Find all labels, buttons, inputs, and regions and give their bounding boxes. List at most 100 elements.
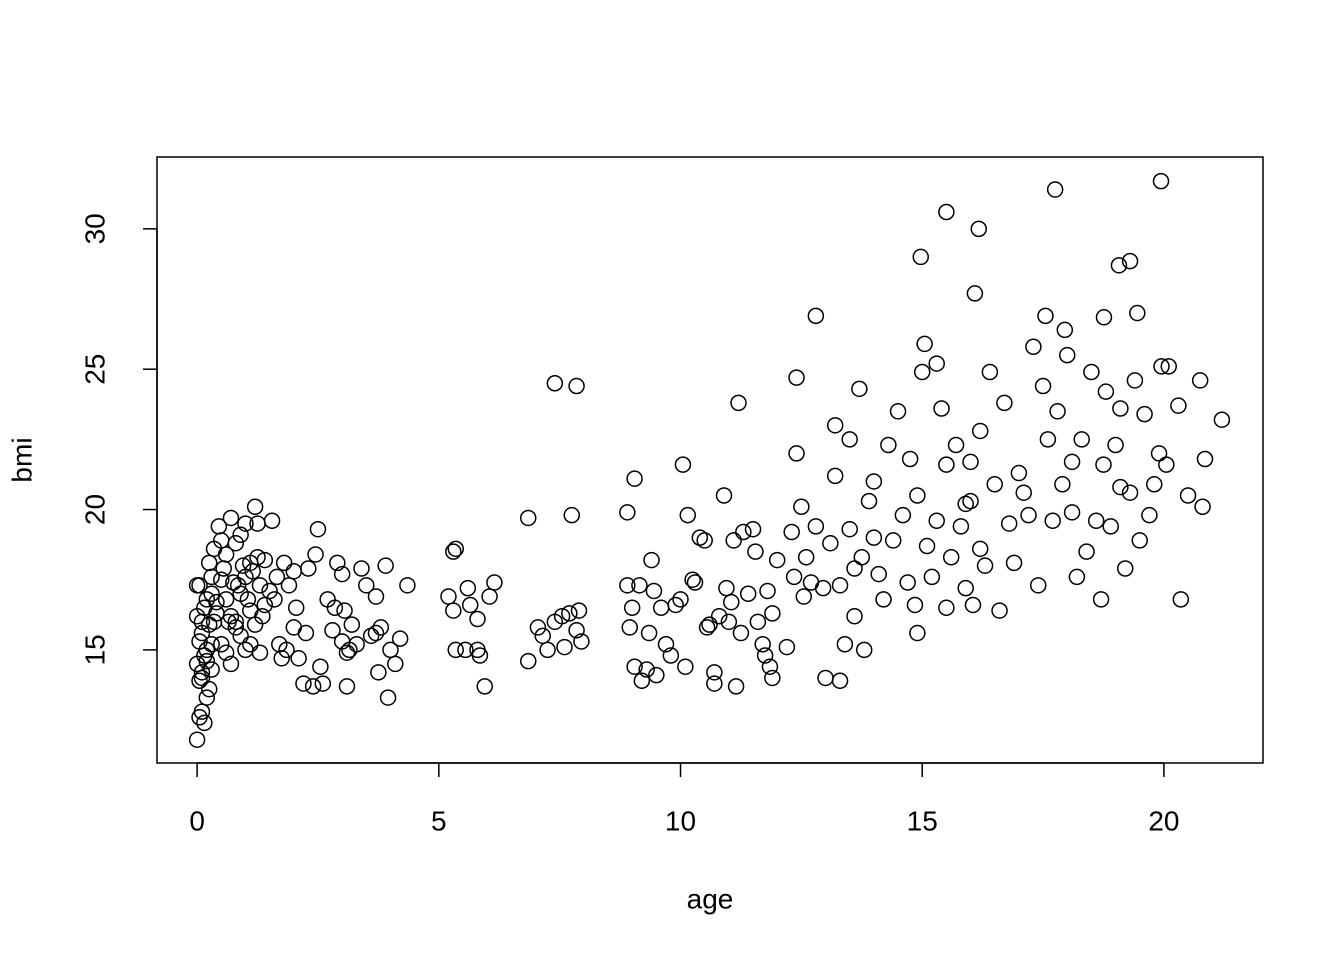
point <box>723 593 740 611</box>
point <box>938 599 955 617</box>
point <box>853 549 871 566</box>
point <box>561 605 578 622</box>
point <box>1153 358 1170 375</box>
point <box>1150 445 1168 462</box>
point <box>1037 307 1054 325</box>
point <box>1083 363 1100 381</box>
point <box>234 557 252 574</box>
point <box>957 579 974 597</box>
point <box>957 495 974 513</box>
point <box>295 675 312 692</box>
point <box>1044 512 1061 530</box>
point <box>246 498 264 515</box>
point <box>229 577 247 594</box>
point <box>962 492 979 510</box>
point <box>807 518 825 535</box>
point <box>783 523 800 541</box>
point <box>626 658 643 675</box>
point <box>1172 591 1190 608</box>
point <box>399 577 416 594</box>
point <box>756 647 774 664</box>
point <box>807 307 825 325</box>
point <box>447 540 464 558</box>
point <box>1112 400 1129 417</box>
point <box>793 498 810 515</box>
point <box>556 638 573 656</box>
y-tick-label: 20 <box>79 494 110 525</box>
point <box>1034 377 1052 395</box>
point <box>191 633 208 650</box>
point <box>213 571 230 588</box>
point <box>268 568 286 586</box>
point <box>275 554 293 572</box>
point <box>889 403 907 420</box>
point <box>338 644 356 661</box>
point <box>899 574 916 591</box>
point <box>372 619 390 636</box>
point <box>362 627 380 645</box>
point <box>198 591 216 608</box>
point <box>718 579 735 597</box>
point <box>1170 397 1187 414</box>
point <box>367 588 385 605</box>
point <box>797 549 815 566</box>
point <box>573 633 590 650</box>
point <box>329 554 346 572</box>
point <box>1049 403 1066 420</box>
point <box>795 588 813 605</box>
point <box>778 638 796 656</box>
point <box>662 647 680 664</box>
point <box>570 602 588 619</box>
point <box>633 672 651 690</box>
point <box>732 624 750 642</box>
point <box>720 613 738 631</box>
point <box>481 588 498 605</box>
point <box>652 599 670 617</box>
point <box>725 532 742 549</box>
point <box>912 248 930 266</box>
point <box>638 661 655 678</box>
point <box>1107 436 1124 454</box>
point <box>754 636 771 653</box>
point <box>814 579 832 597</box>
point <box>534 627 551 645</box>
point <box>744 520 762 538</box>
point <box>1058 346 1076 364</box>
point <box>619 577 636 594</box>
point <box>788 369 805 386</box>
point <box>645 582 663 600</box>
point <box>865 529 883 546</box>
x-tick-label: 0 <box>189 805 205 836</box>
point <box>263 512 281 530</box>
point <box>1112 478 1129 496</box>
point <box>749 613 767 631</box>
point <box>307 546 324 563</box>
point <box>353 560 370 577</box>
point <box>788 445 805 462</box>
x-tick-label: 5 <box>431 805 447 836</box>
point <box>546 374 564 392</box>
point <box>1054 476 1071 493</box>
x-tick-label: 10 <box>665 805 696 836</box>
point <box>208 605 225 622</box>
point <box>249 549 266 566</box>
point <box>764 669 781 687</box>
y-axis-label: bmi <box>6 437 37 482</box>
point <box>196 714 213 732</box>
point <box>996 394 1013 412</box>
x-tick-label: 20 <box>1148 805 1179 836</box>
point <box>1110 257 1128 274</box>
point <box>1046 181 1064 198</box>
point <box>297 624 315 642</box>
point <box>1160 358 1177 375</box>
point <box>193 613 211 631</box>
point <box>188 577 206 594</box>
point <box>1141 506 1158 524</box>
point <box>1145 476 1163 493</box>
point <box>822 534 839 552</box>
point <box>1095 309 1113 326</box>
point <box>266 591 283 608</box>
point <box>254 607 271 625</box>
point <box>933 400 950 417</box>
point <box>1029 577 1047 594</box>
